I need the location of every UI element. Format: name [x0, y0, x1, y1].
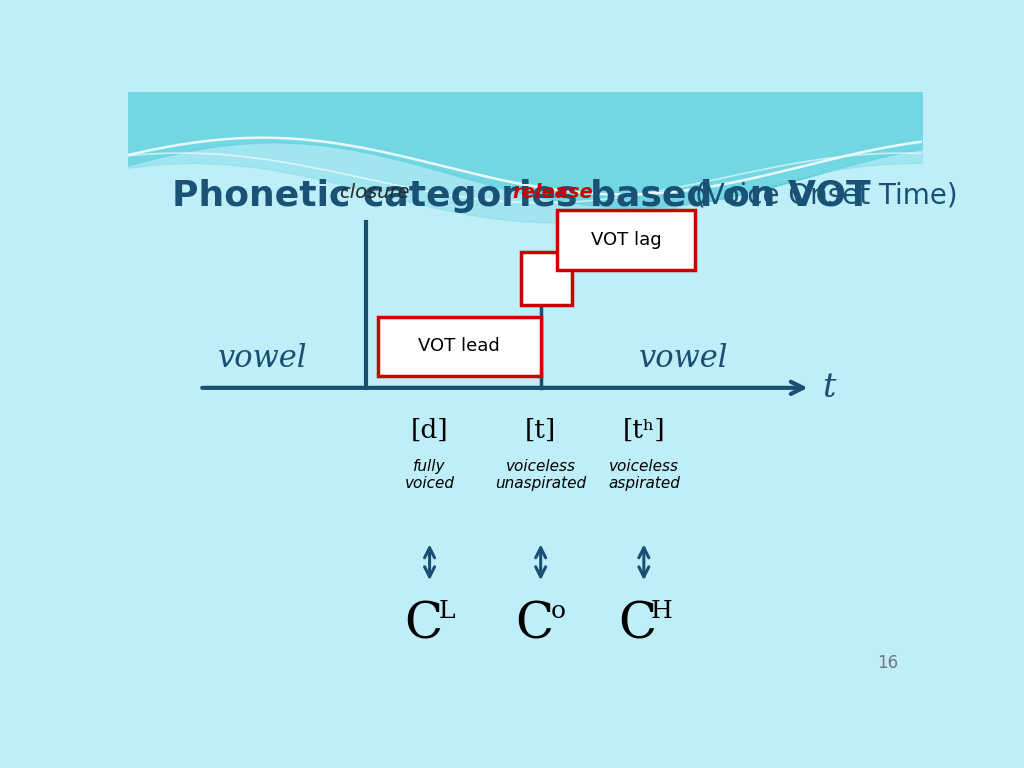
- Text: [t]: [t]: [525, 418, 556, 442]
- Text: t: t: [822, 372, 836, 404]
- Text: VOT lag: VOT lag: [591, 231, 662, 249]
- Text: C: C: [515, 600, 553, 649]
- Text: C: C: [618, 600, 656, 649]
- Text: release: release: [512, 183, 593, 201]
- Bar: [378, 317, 541, 376]
- Text: L: L: [438, 600, 456, 623]
- Text: H: H: [650, 600, 672, 623]
- Text: [d]: [d]: [411, 418, 449, 442]
- Text: 16: 16: [877, 654, 898, 672]
- Text: vowel: vowel: [218, 343, 307, 374]
- Text: Phonetic categories based on VOT: Phonetic categories based on VOT: [172, 179, 870, 213]
- Bar: [557, 210, 695, 270]
- Text: voiceless
aspirated: voiceless aspirated: [608, 458, 680, 492]
- Text: C: C: [404, 600, 442, 649]
- Text: voiceless
unaspirated: voiceless unaspirated: [496, 458, 586, 492]
- Bar: [521, 252, 572, 305]
- Text: fully
voiced: fully voiced: [404, 458, 455, 492]
- Text: o: o: [551, 600, 565, 623]
- Text: (Voice Onset Time): (Voice Onset Time): [695, 182, 958, 210]
- Text: closure: closure: [339, 183, 410, 201]
- Text: [tʰ]: [tʰ]: [623, 418, 666, 442]
- Text: VOT lead: VOT lead: [419, 337, 500, 356]
- Text: vowel: vowel: [639, 343, 728, 374]
